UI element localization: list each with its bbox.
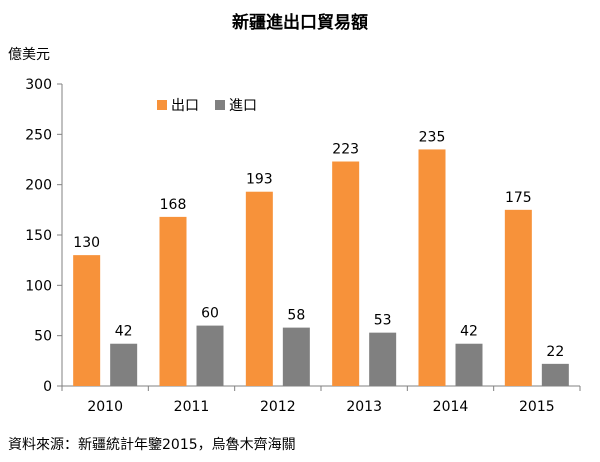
x-tick-label: 2011 [174, 399, 210, 415]
bar-import-2013 [369, 332, 397, 386]
x-tick-label: 2015 [519, 399, 555, 415]
data-label: 193 [246, 172, 273, 188]
y-axis-unit-label: 億美元 [8, 47, 50, 63]
legend-label: 出口 [171, 98, 199, 114]
legend-swatch [215, 100, 225, 110]
y-tick-label: 100 [25, 278, 52, 294]
y-tick-label: 150 [25, 228, 52, 244]
x-tick-label: 2010 [87, 399, 123, 415]
bar-export-2011 [159, 216, 187, 386]
y-tick-label: 50 [34, 329, 52, 345]
bar-export-2013 [332, 161, 360, 386]
chart-axes: 0 50 100 150 200 250 300 [25, 77, 581, 395]
data-label: 130 [73, 235, 100, 251]
source-note: 資料來源：新疆統計年鑒2015，烏魯木齊海關 [8, 437, 296, 453]
data-label: 53 [374, 313, 392, 329]
bar-import-2012 [282, 327, 310, 386]
x-tick-label: 2013 [346, 399, 382, 415]
data-label: 235 [419, 129, 446, 145]
x-tick-label: 2012 [260, 399, 296, 415]
y-tick-label: 250 [25, 127, 52, 143]
y-tick-label: 0 [43, 379, 52, 395]
data-label: 223 [332, 142, 359, 158]
data-label: 22 [546, 344, 564, 360]
bar-export-2015 [504, 209, 532, 386]
chart-labels: 2010 130 42 2011 168 60 2012 193 58 2013 223 53 2014… [73, 129, 564, 415]
y-tick-label: 300 [25, 77, 52, 93]
data-label: 168 [160, 197, 187, 213]
y-tick-label: 200 [25, 178, 52, 194]
x-tick-label: 2014 [433, 399, 469, 415]
data-label: 60 [201, 306, 219, 322]
bar-import-2014 [455, 343, 483, 386]
chart-legend: 出口 進口 [157, 98, 257, 114]
data-label: 42 [115, 324, 133, 340]
bar-import-2010 [110, 343, 138, 386]
bar-import-2011 [196, 325, 224, 386]
chart-title: 新疆進出口貿易額 [232, 13, 368, 33]
bar-export-2014 [418, 149, 446, 386]
data-label: 58 [287, 308, 305, 324]
chart-bars [73, 149, 569, 386]
data-label: 175 [505, 190, 532, 206]
bar-export-2010 [73, 255, 101, 386]
bar-import-2015 [541, 363, 569, 386]
legend-swatch [157, 100, 167, 110]
data-label: 42 [460, 324, 478, 340]
legend-label: 進口 [229, 98, 257, 114]
bar-export-2012 [245, 191, 273, 386]
